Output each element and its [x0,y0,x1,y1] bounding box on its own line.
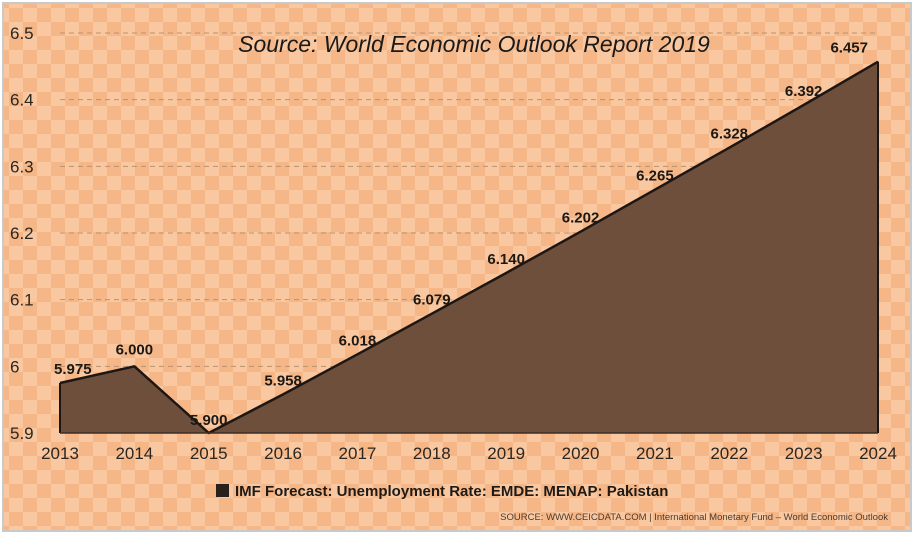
data-label: 6.079 [413,292,451,309]
data-label: 6.328 [710,126,748,143]
series-line [59,60,879,435]
y-tick-label: 6.5 [10,24,34,43]
y-tick-label: 6.3 [10,157,34,176]
x-tick-label: 2013 [41,444,79,463]
x-tick-label: 2024 [859,444,897,463]
x-tick-label: 2023 [785,444,823,463]
y-tick-label: 6.2 [10,224,34,243]
x-tick-label: 2015 [190,444,228,463]
data-label: 6.140 [487,251,525,268]
data-label: 5.900 [190,412,228,429]
data-label: 6.265 [636,168,674,185]
area-series [59,60,879,435]
y-tick-label: 6 [10,357,19,376]
data-label: 6.392 [785,83,823,100]
data-label: 6.018 [339,332,377,349]
x-tick-label: 2017 [339,444,377,463]
legend-swatch [216,484,229,497]
data-label: 6.457 [830,40,868,57]
data-label: 5.958 [264,372,302,389]
area-fill [60,61,878,434]
x-tick-label: 2021 [636,444,674,463]
data-label: 5.975 [54,361,92,378]
y-tick-label: 6.4 [10,91,34,110]
legend: IMF Forecast: Unemployment Rate: EMDE: M… [216,483,668,500]
y-tick-label: 5.9 [10,424,34,443]
source-note: SOURCE: WWW.CEICDATA.COM | International… [500,512,888,523]
x-tick-label: 2016 [264,444,302,463]
axes: 5.9 6 6.1 6.2 6.3 6.4 6.5 2013 2014 2015 2016 2017 2… [10,24,897,463]
data-label: 6.202 [562,210,600,227]
y-tick-label: 6.1 [10,291,34,310]
x-tick-label: 2014 [115,444,153,463]
x-tick-label: 2018 [413,444,451,463]
legend-label: IMF Forecast: Unemployment Rate: EMDE: M… [235,483,668,500]
x-tick-label: 2019 [487,444,525,463]
chart-title: Source: World Economic Outlook Report 20… [238,31,710,57]
x-tick-label: 2022 [710,444,748,463]
data-label: 6.000 [116,341,154,358]
data-labels: 5.975 6.000 5.900 5.958 6.018 6.079 6.140 6.202… [54,40,868,429]
x-tick-label: 2020 [562,444,600,463]
